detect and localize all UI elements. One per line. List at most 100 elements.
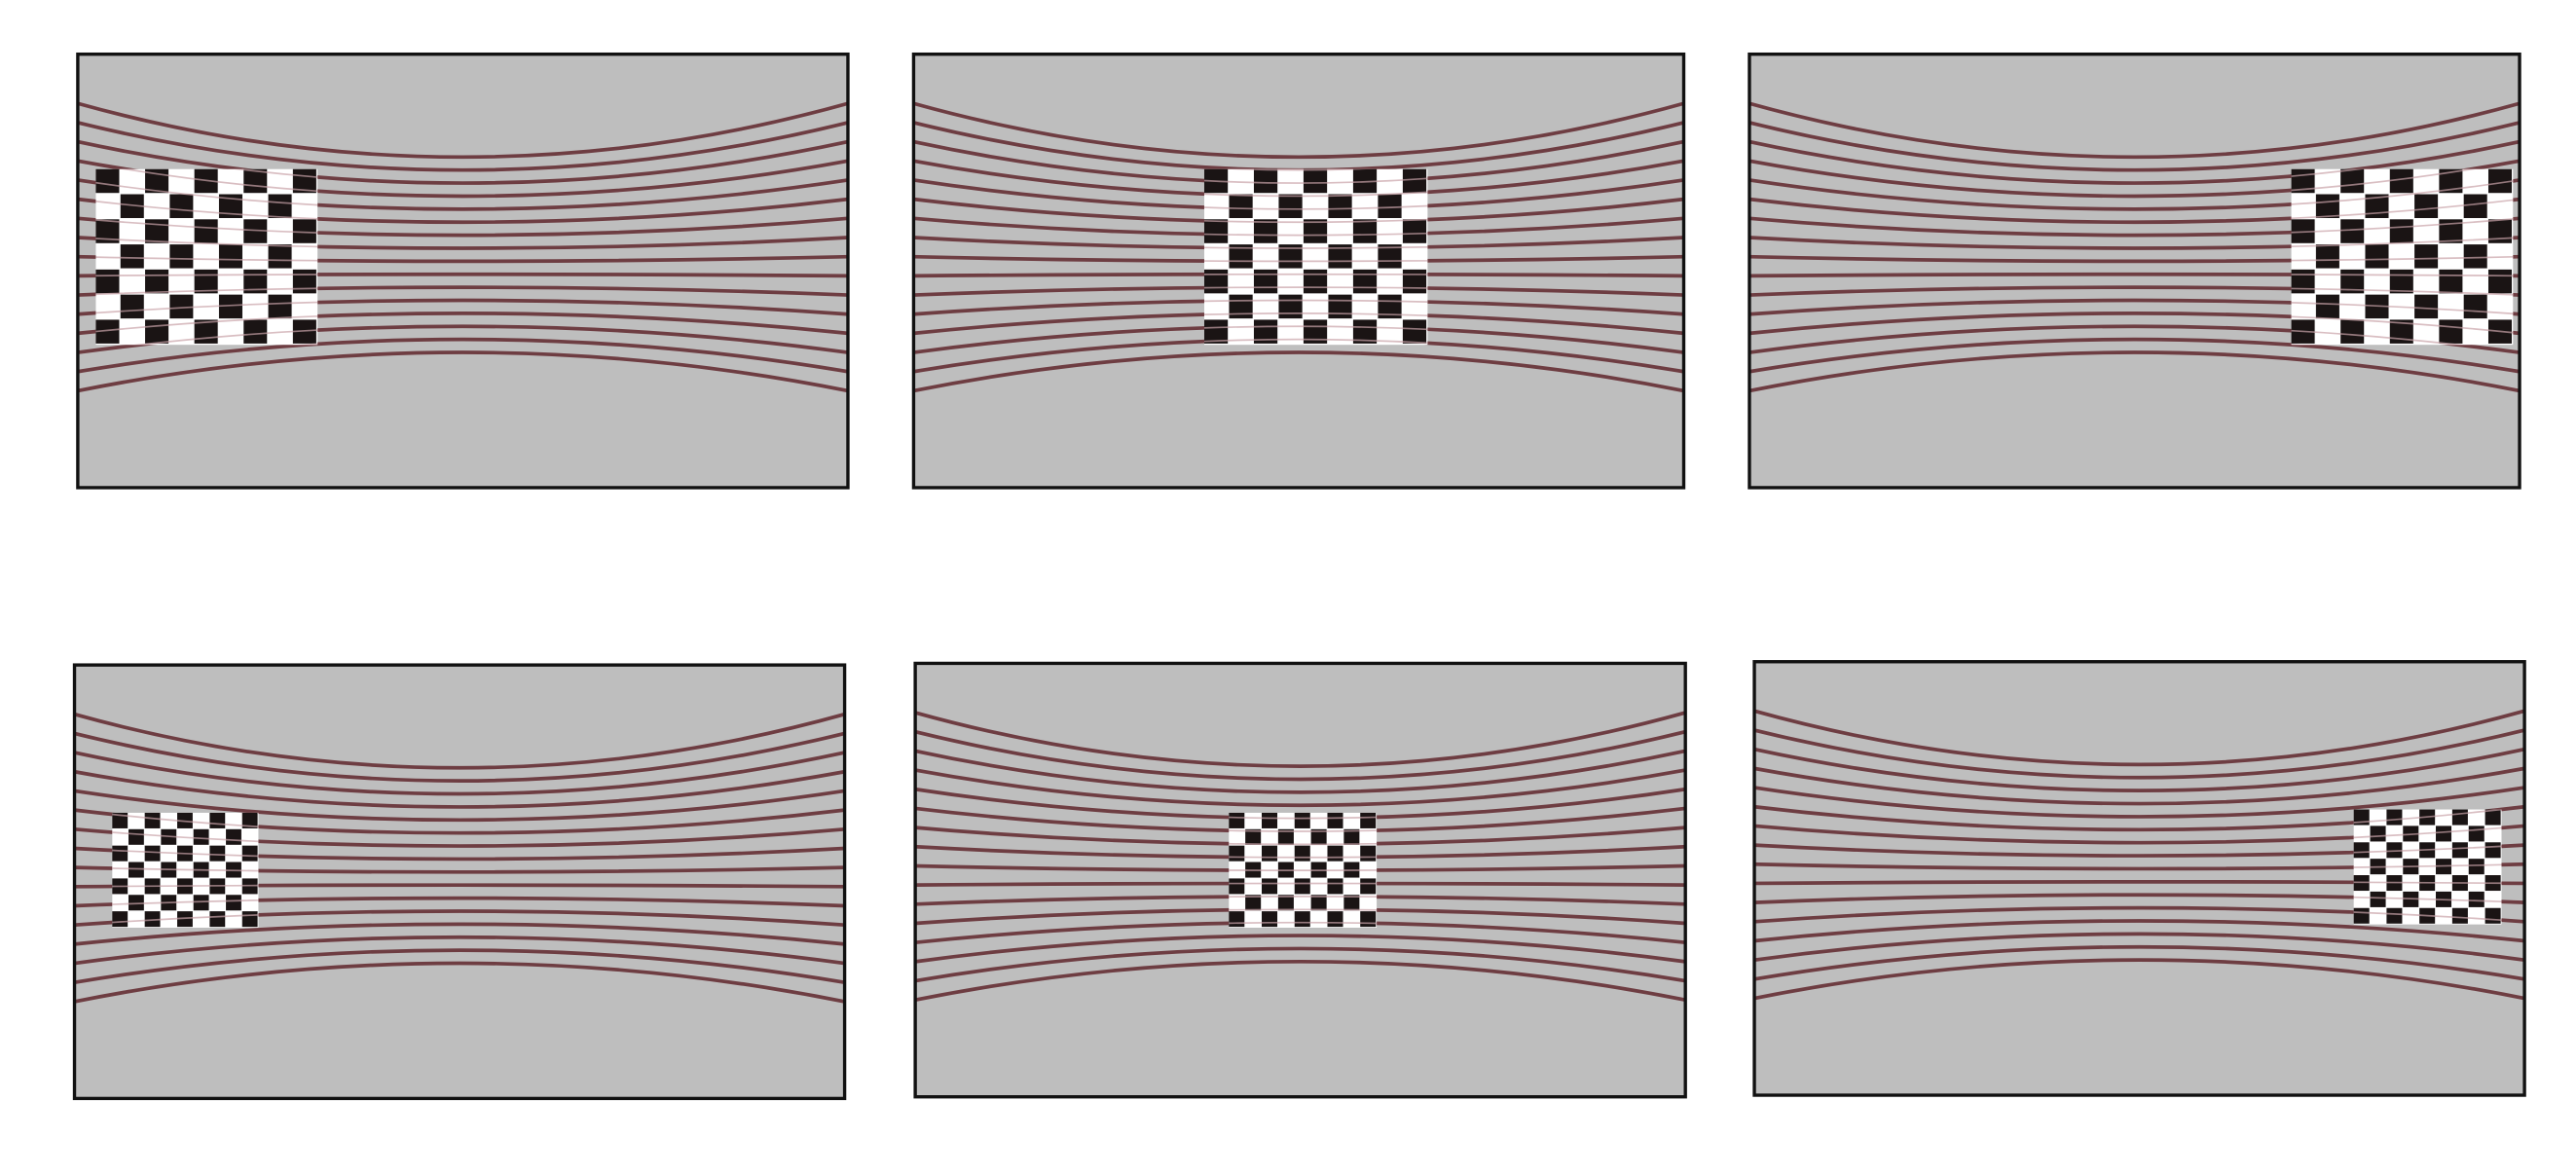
curve-line xyxy=(1748,121,2521,172)
checker-square xyxy=(1327,812,1343,828)
curve-line xyxy=(1753,709,2525,767)
checker-square xyxy=(2414,244,2439,269)
panel xyxy=(76,52,850,490)
checker-square xyxy=(226,828,241,845)
checker-square xyxy=(2386,842,2403,859)
curve-overlay xyxy=(95,200,318,220)
checker-square xyxy=(120,294,144,319)
checker-square xyxy=(169,194,194,219)
checker-square xyxy=(95,269,120,294)
curve-overlay xyxy=(1203,312,1428,317)
checker-square xyxy=(2340,168,2365,194)
checker-square xyxy=(1229,294,1253,319)
curve-overlay xyxy=(2353,881,2502,885)
curve-overlay xyxy=(1203,273,1428,275)
curve-overlay xyxy=(1229,856,1378,859)
checker-square xyxy=(1253,168,1278,194)
curve-line xyxy=(1748,139,2521,185)
checker-square xyxy=(2386,809,2403,825)
checker-square xyxy=(1327,911,1343,928)
curve-overlay xyxy=(95,274,318,277)
curve-overlay xyxy=(2353,863,2502,868)
curve-overlay xyxy=(1203,177,1428,184)
checker-square xyxy=(1310,895,1327,911)
panel-border xyxy=(911,52,1686,490)
checker-square xyxy=(1360,911,1377,928)
curve-overlay xyxy=(1229,842,1378,846)
panel xyxy=(1748,52,2521,490)
checker-square xyxy=(2463,294,2487,319)
checker-square xyxy=(2386,907,2403,924)
curve-overlay xyxy=(112,867,259,872)
checker-square xyxy=(1278,194,1303,219)
curve-overlay xyxy=(95,181,318,206)
checker-square xyxy=(2414,294,2439,319)
curve-overlay xyxy=(112,899,259,905)
checker-square xyxy=(128,895,144,911)
curve-overlay xyxy=(1203,286,1428,289)
checker-square xyxy=(1343,828,1360,845)
checker-square xyxy=(1245,895,1262,911)
curve-line xyxy=(1753,932,2525,963)
checker-square xyxy=(268,294,292,319)
checker-square xyxy=(1343,895,1360,911)
checker-square xyxy=(2315,244,2339,269)
curve-overlay xyxy=(1229,908,1378,911)
checker-square xyxy=(2389,219,2413,243)
curve-overlay xyxy=(2353,911,2502,922)
checker-square xyxy=(268,244,292,269)
curve-line xyxy=(74,935,845,966)
checker-square xyxy=(1229,812,1245,828)
curve-overlay xyxy=(95,256,318,262)
checker-square xyxy=(1229,878,1245,895)
checker-square xyxy=(1229,194,1253,219)
checker-square xyxy=(1328,194,1352,219)
checker-square xyxy=(1253,219,1278,243)
panel-border xyxy=(1748,52,2521,490)
curve-overlay xyxy=(131,329,318,346)
checker-square xyxy=(2315,194,2339,219)
checker-square xyxy=(1245,828,1262,845)
checker-square xyxy=(1277,895,1294,911)
curve-overlay xyxy=(1229,896,1378,899)
curve-line xyxy=(914,768,1686,808)
checker-square xyxy=(120,244,144,269)
curve-line xyxy=(74,731,846,783)
curve-overlay xyxy=(1203,191,1428,198)
checker-square xyxy=(2439,269,2463,294)
checker-square xyxy=(1294,845,1310,862)
curve-overlay xyxy=(2353,845,2502,854)
checker-square xyxy=(194,319,218,344)
curve-overlay xyxy=(95,314,318,333)
checker-square xyxy=(1262,812,1278,828)
curve-line xyxy=(74,769,845,809)
checker-square xyxy=(1253,269,1278,294)
curve-line xyxy=(74,751,845,796)
panel-border xyxy=(913,661,1687,1099)
curve-overlay xyxy=(112,914,259,924)
checker-square xyxy=(2451,907,2468,924)
checker-square xyxy=(1402,168,1427,194)
checker-square xyxy=(1360,845,1377,862)
checker-square xyxy=(128,828,144,845)
curve-overlay xyxy=(1229,829,1378,832)
curve-overlay xyxy=(112,813,259,828)
checker-square xyxy=(1262,911,1278,928)
curve-overlay xyxy=(112,849,259,858)
checker-square xyxy=(1402,219,1427,243)
checker-square xyxy=(241,812,258,828)
checker-square xyxy=(2389,168,2413,194)
checker-square xyxy=(1229,911,1245,928)
curve-overlay xyxy=(2291,329,2466,346)
checker-square xyxy=(177,911,193,928)
panel-border xyxy=(72,663,847,1101)
checker-square xyxy=(1294,812,1310,828)
curve-line xyxy=(914,711,1686,768)
curve-line xyxy=(912,101,1684,160)
checker-square xyxy=(218,244,242,269)
checker-square xyxy=(292,269,316,294)
checker-square xyxy=(145,269,169,294)
checker-square xyxy=(2414,194,2439,219)
curve-overlay xyxy=(1229,882,1378,885)
